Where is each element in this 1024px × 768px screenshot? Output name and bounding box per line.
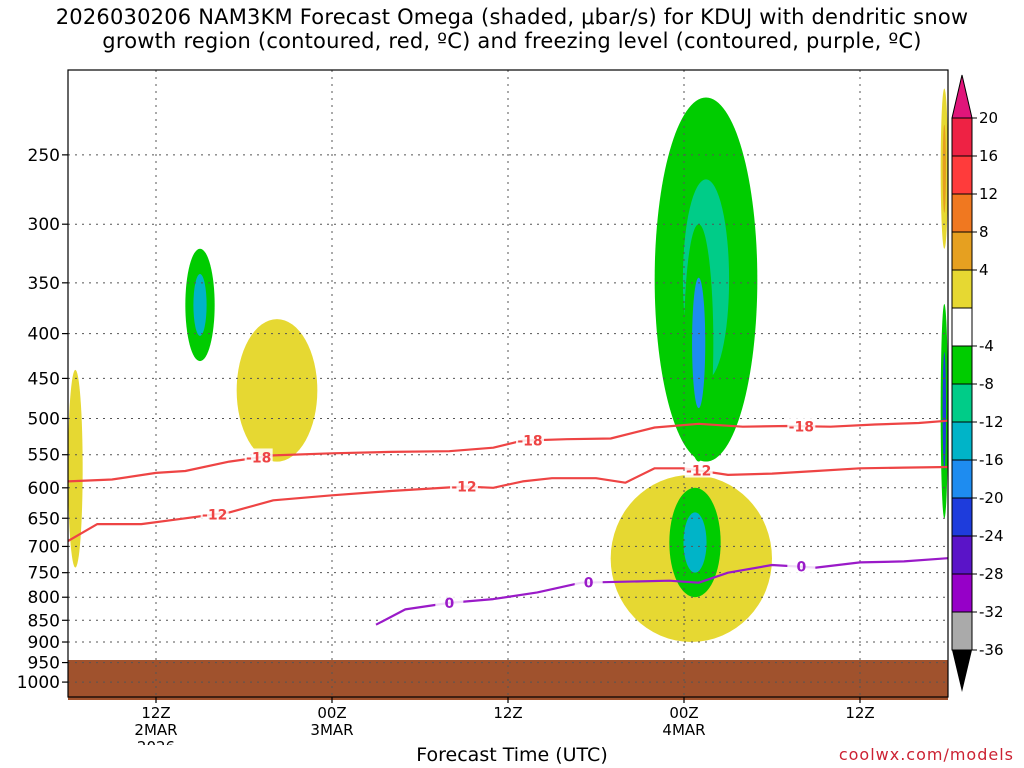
- omega-region-core-4: [692, 277, 706, 409]
- x-tick-label: 12Z: [141, 704, 170, 722]
- contour-label--18: -18: [517, 433, 542, 449]
- colorbar-label: -4: [979, 337, 994, 355]
- colorbar-label: -20: [979, 489, 1004, 507]
- y-tick-label: 700: [28, 537, 60, 557]
- colorbar-top-cap: [951, 74, 973, 119]
- x-axis-title: Forecast Time (UTC): [416, 744, 608, 766]
- x-tick-label: 3MAR: [310, 721, 353, 739]
- y-tick-label: 800: [28, 588, 60, 608]
- grid: [68, 70, 948, 697]
- x-axis: 12Z2MAR202600Z3MAR12Z00Z4MAR12Z: [134, 697, 875, 745]
- y-tick-label: 300: [28, 215, 60, 235]
- colorbar-band-7: [951, 383, 973, 423]
- colorbar-band-0: [951, 117, 973, 157]
- colorbar-band-5: [951, 307, 973, 347]
- omega-region-core-6: [683, 512, 707, 573]
- colorbar-label: -36: [979, 641, 1004, 659]
- temperature-contours: -18 -18 -18 -12 -12 -12 0 0 0: [68, 417, 948, 626]
- y-tick-label: 750: [28, 564, 60, 584]
- contour-label-bg: [200, 505, 229, 522]
- contour-label-bg: [450, 477, 478, 494]
- colorbar-band-12: [951, 573, 973, 613]
- colorbar-label: 16: [979, 147, 998, 165]
- y-tick-label: 850: [28, 611, 60, 631]
- cross-section-chart: -18 -18 -18 -12 -12 -12 0 0 0 250 300 350 400 450 500…: [17, 69, 1004, 745]
- colorbar-label: -8: [979, 375, 994, 393]
- chart-title-line-2: growth region (contoured, red, ºC) and f…: [102, 29, 922, 53]
- contour-label--12: -12: [686, 464, 711, 480]
- omega-region-0: [68, 369, 83, 568]
- y-tick-label: 250: [28, 146, 60, 166]
- colorbar-label: 12: [979, 185, 998, 203]
- colorbar-band-11: [951, 535, 973, 575]
- colorbar-band-4: [951, 269, 973, 309]
- omega-region-core-8: [942, 352, 946, 471]
- x-tick-label: 00Z: [317, 704, 346, 722]
- y-tick-label: 950: [28, 654, 60, 674]
- omega-shading: [68, 88, 948, 643]
- x-tick-label: 12Z: [493, 704, 522, 722]
- colorbar-bottom-cap: [952, 650, 972, 692]
- chart-title-line-1: 2026030206 NAM3KM Forecast Omega (shaded…: [55, 5, 969, 29]
- x-tick-label: 00Z: [669, 704, 698, 722]
- contour-line--18: [68, 419, 948, 483]
- colorbar-label: -24: [979, 527, 1004, 545]
- contour-label--12: -12: [451, 480, 476, 496]
- y-tick-label: 500: [28, 409, 60, 429]
- contour-label-bg: [787, 557, 816, 574]
- x-tick-label: 2026: [137, 738, 175, 745]
- y-tick-label: 400: [28, 325, 60, 345]
- contour-label-0: 0: [444, 596, 454, 612]
- colorbar-band-2: [951, 193, 973, 233]
- colorbar-band-10: [951, 497, 973, 537]
- x-tick-label: 12Z: [845, 704, 874, 722]
- contour-label--18: -18: [789, 419, 814, 435]
- contour-label--12: -12: [202, 507, 227, 523]
- y-tick-label: 650: [28, 509, 60, 529]
- y-tick-label: 1000: [17, 673, 60, 693]
- colorbar-label: -16: [979, 451, 1004, 469]
- contour-label-bg: [244, 448, 273, 465]
- colorbar-band-3: [951, 231, 973, 271]
- colorbar-label: 4: [979, 261, 989, 279]
- contour-label--18: -18: [246, 450, 271, 466]
- y-tick-label: 550: [28, 446, 60, 466]
- colorbar-label: -32: [979, 603, 1004, 621]
- omega-region-core-7: [942, 124, 946, 213]
- colorbar-band-6: [951, 345, 973, 385]
- y-tick-label: 600: [28, 479, 60, 499]
- contour-label-0: 0: [796, 560, 806, 576]
- colorbar-label: -28: [979, 565, 1004, 583]
- contour-line-0: [375, 557, 948, 626]
- omega-region-1: [236, 319, 318, 462]
- contour-label-bg: [516, 431, 544, 448]
- colorbar-label: 8: [979, 223, 989, 241]
- colorbar-band-9: [951, 459, 973, 499]
- y-tick-label: 450: [28, 369, 60, 389]
- colorbar: 20 16 12 8 4 -4 -8 -12 -16 -20 -24 -28 -32 -36: [951, 74, 1004, 692]
- x-tick-label: 2MAR: [134, 721, 177, 739]
- contour-label-0: 0: [584, 576, 594, 592]
- colorbar-label: 20: [979, 109, 998, 127]
- contour-label-bg: [435, 593, 464, 610]
- contour-label-bg: [787, 417, 816, 434]
- y-tick-label: 350: [28, 274, 60, 294]
- x-tick-label: 4MAR: [662, 721, 705, 739]
- colorbar-label: -12: [979, 413, 1004, 431]
- colorbar-band-13: [951, 611, 973, 651]
- contour-label-bg: [574, 573, 603, 590]
- y-tick-label: 900: [28, 633, 60, 653]
- y-axis: 2503003504004505005506006507007508008509…: [17, 146, 68, 693]
- colorbar-band-8: [951, 421, 973, 461]
- omega-region-core-2: [193, 274, 207, 336]
- colorbar-band-1: [951, 155, 973, 195]
- credit-link[interactable]: coolwx.com/models: [838, 745, 1014, 764]
- contour-label-bg: [684, 461, 713, 478]
